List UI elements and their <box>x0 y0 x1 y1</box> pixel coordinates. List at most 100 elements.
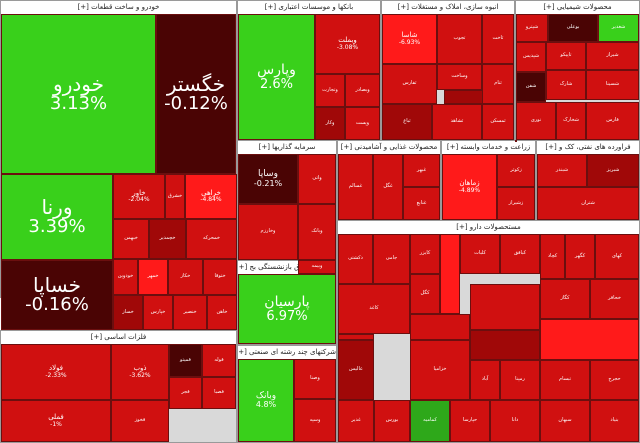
stock-tile-rabin[interactable]: رمپنا <box>500 360 540 400</box>
stock-tile-shpdis[interactable]: شپدیس <box>516 42 546 72</box>
stock-tile-vati[interactable]: واتی <box>298 154 336 204</box>
sector-title[interactable]: سرمایه گذاریها [+] <box>238 141 336 155</box>
stock-tile-khmohreka[interactable]: خمحرکه <box>186 219 237 259</box>
stock-tile-abad[interactable]: آباد <box>470 360 500 400</box>
sector-title[interactable]: فراورده های نفتی، کک و [+] <box>537 141 639 155</box>
stock-tile-kamar[interactable]: کمامیه1.15% <box>410 400 450 442</box>
stock-tile-fouleh[interactable]: فوله <box>202 344 236 377</box>
stock-tile-vbimeh[interactable]: وبیمه <box>298 260 336 274</box>
stock-tile-tapico[interactable]: تاپیکو <box>546 42 586 70</box>
sector-title[interactable]: محصولات غذایی و آشامیدنی [+] <box>338 141 440 155</box>
stock-tile-dkeshti[interactable]: دکشتی <box>338 234 373 284</box>
stock-tile-khpars[interactable]: خپارس <box>143 295 173 330</box>
stock-tile-varna[interactable]: ورنا 3.39% <box>1 174 113 260</box>
stock-tile-vkar[interactable]: وکار <box>315 107 345 140</box>
stock-tile-khabahman[interactable]: خبهمن <box>113 219 149 259</box>
stock-tile-ghsalam[interactable]: غسالم <box>338 154 373 220</box>
stock-tile-shasta[interactable]: شاسا -6.93% <box>382 14 437 64</box>
stock-tile-khchamdir[interactable]: خچمدیر <box>149 219 186 259</box>
stock-tile-fars[interactable]: فارس <box>586 102 639 140</box>
stock-tile-tfars[interactable]: ثفارس <box>382 64 437 104</box>
stock-tile-vbank2[interactable]: وبانک 4.8% <box>238 359 294 442</box>
stock-tile-fameli[interactable]: فملی -1% <box>1 400 111 442</box>
stock-tile-kegal[interactable]: کگاز <box>540 279 590 319</box>
stock-tile-shbriz[interactable]: شبریز <box>587 154 639 187</box>
stock-tile-shakhark[interactable]: شخارک <box>556 102 586 140</box>
stock-tile-shabandar[interactable]: شبندر-2.25% <box>537 154 587 187</box>
stock-tile-fasa[interactable]: فصبا <box>202 377 236 409</box>
stock-tile-nouri[interactable]: نوری <box>516 102 556 140</box>
sector-title[interactable]: زراعت و خدمات وابسته [+] <box>442 141 535 155</box>
stock-tile-khavar[interactable]: خاور -2.04% <box>113 174 165 219</box>
stock-tile-sebahan[interactable]: سبهان <box>540 400 590 442</box>
stock-tile-tmasken[interactable]: ثمسکن <box>482 104 514 140</box>
stock-tile-hparsi[interactable]: حپارسا <box>450 400 490 442</box>
stock-tile-fjar[interactable]: فجر <box>169 377 202 409</box>
stock-tile-zamahan[interactable]: زماهان -4.89% <box>442 154 497 220</box>
stock-tile-khafar[interactable]: خحافر <box>590 279 639 319</box>
stock-tile-kchad[interactable]: کچاد <box>540 234 565 279</box>
stock-tile-khark[interactable]: شارک <box>546 70 586 100</box>
stock-tile-takth[interactable]: ثاخت <box>482 14 514 64</box>
stock-tile-vsakht[interactable]: وساخت <box>437 64 482 90</box>
stock-tile-vmellat[interactable]: وبملت -3.08% <box>315 14 380 74</box>
stock-tile-ghber[interactable]: غبهر <box>403 154 440 187</box>
sector-title[interactable]: محصولات شیمیایی [+] <box>516 1 639 15</box>
stock-tile-tbaj[interactable]: ثباغ <box>382 104 432 140</box>
stock-tile-zkosar[interactable]: زکوثر <box>497 154 535 187</box>
stock-tile-thnaz[interactable]: ثنام <box>482 64 514 104</box>
stock-tile-tabsam[interactable]: تبسام <box>540 360 590 400</box>
stock-tile-ghnab[interactable]: غنابع <box>403 187 440 220</box>
stock-tile-khnamak[interactable]: خنصیر <box>173 295 207 330</box>
stock-tile-shgh[interactable]: شغدیر3.66% <box>598 14 639 42</box>
stock-tile-fkhouz[interactable]: فخوز <box>111 400 169 442</box>
stock-tile-vsepeh[interactable]: وسپه <box>294 399 336 442</box>
stock-tile-atali[interactable]: عالیس <box>338 340 374 400</box>
sector-title[interactable]: بانکها و موسسات اعتباری [+] <box>238 1 380 15</box>
stock-tile-kaizar[interactable]: کایزر <box>410 234 440 274</box>
stock-tile-khzam[interactable]: خزامیا <box>410 340 470 400</box>
stock-tile-vsapa[interactable]: وساپا -0.21% <box>238 154 298 204</box>
stock-tile-shbandar[interactable]: بوعلی <box>548 14 598 42</box>
stock-tile-ghadir[interactable]: غدیر <box>338 400 374 442</box>
stock-tile-hjrj[interactable]: حجرج <box>590 360 639 400</box>
stock-tile-kharakhs[interactable]: خراهی -4.84% <box>185 174 237 219</box>
stock-tile-vkharazm[interactable]: وخارزم <box>238 204 298 260</box>
stock-tile-kiran[interactable]: کهای <box>595 234 639 279</box>
stock-tile-khsapa[interactable]: خساپا -0.16% <box>1 260 113 330</box>
stock-tile-zob[interactable]: ذوب -3.62% <box>111 344 169 400</box>
sector-title[interactable]: خودرو و ساخت قطعات [+] <box>1 1 236 15</box>
stock-tile-shiraz[interactable]: شیراز <box>586 42 639 70</box>
stock-tile-ghgol[interactable]: غگل <box>373 154 403 220</box>
stock-tile-khthan[interactable]: خاهن <box>207 295 237 330</box>
stock-tile-dana[interactable]: دانا <box>490 400 540 442</box>
stock-tile-shpet[interactable]: شپترو <box>516 14 548 42</box>
stock-tile-shfan[interactable]: شفن <box>516 72 546 102</box>
stock-tile-shsina[interactable]: شسینا <box>586 70 639 100</box>
sector-title[interactable]: شرکتهای چند رشته ای صنعتی [+] <box>238 346 336 360</box>
stock-tile-foulad[interactable]: فولاد -2.33% <box>1 344 111 400</box>
stock-tile-vpars[interactable]: وپارس 2.6% <box>238 14 315 140</box>
stock-tile-vtejarat[interactable]: وتجارت <box>315 74 345 107</box>
stock-tile-vpost[interactable]: وپست <box>345 107 380 140</box>
stock-tile-khmehr[interactable]: خمهر <box>138 259 168 295</box>
stock-tile-zshiraz[interactable]: زشیراز <box>497 187 535 220</box>
stock-tile-jamat[interactable]: جامی <box>373 234 410 284</box>
stock-tile-kaghaz[interactable]: کاغذ <box>338 284 410 334</box>
sector-title[interactable]: فلزات اساسی [+] <box>1 331 236 345</box>
stock-tile-khshaz[interactable]: خشرق <box>165 174 185 219</box>
stock-tile-khgostar[interactable]: خگستر -0.12% <box>156 14 236 174</box>
stock-tile-vbsader[interactable]: وبصادر <box>345 74 380 107</box>
stock-tile-vbank[interactable]: وبانک <box>298 204 336 260</box>
stock-tile-khkhaz[interactable]: خکاز <box>168 259 203 295</box>
stock-tile-bnbid[interactable]: بنیاد <box>590 400 639 442</box>
sector-title[interactable]: انبوه سازی، املاک و مستغلات [+] <box>382 1 514 15</box>
stock-tile-khodvin[interactable]: خودوین <box>113 259 138 295</box>
sector-title[interactable]: مستحصولات دارو [+] <box>338 221 639 235</box>
stock-tile-khodro[interactable]: خودرو 3.13% <box>1 14 156 174</box>
stock-tile-shtran[interactable]: شتران-1.03% <box>537 187 639 220</box>
stock-tile-vsamen[interactable]: وصنا-2.6% <box>294 359 336 399</box>
stock-tile-kgol[interactable]: کگل <box>410 274 440 314</box>
stock-tile-fmeino[interactable]: فمیتو <box>169 344 202 377</box>
stock-tile-tjoub[interactable]: تجوب <box>437 14 482 64</box>
